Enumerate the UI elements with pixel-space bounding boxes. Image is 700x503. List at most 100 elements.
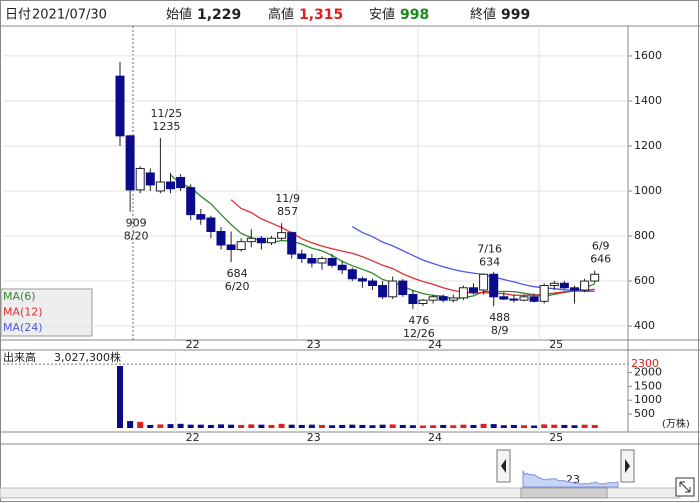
- x-tick-label: 25: [549, 338, 563, 351]
- candle-body: [327, 258, 337, 266]
- volume-bar: [197, 424, 204, 428]
- volume-bar: [117, 366, 123, 428]
- candle-body: [378, 285, 388, 298]
- volume-bar: [389, 424, 396, 428]
- volume-bar: [541, 424, 548, 428]
- nav-left-arrow: [501, 459, 506, 473]
- candle-body: [458, 287, 468, 299]
- legend-entry: MA(24): [3, 321, 43, 334]
- volume-title: 出来高: [3, 350, 36, 364]
- navigator-area: [522, 470, 619, 488]
- volume-bar: [207, 424, 214, 428]
- ma-line: [170, 174, 595, 300]
- x-tick-label: 22: [186, 431, 200, 444]
- volume-bar: [521, 425, 527, 428]
- y-tick-label: 800: [634, 229, 655, 242]
- candle-body: [297, 253, 307, 260]
- candle-body: [186, 187, 196, 216]
- annotation-price: 909: [126, 216, 147, 229]
- volume-bar: [430, 425, 437, 428]
- volume-bar: [319, 424, 325, 428]
- close-label: 終値: [470, 7, 496, 23]
- annotation-date: 8/9: [491, 324, 509, 337]
- volume-bar: [157, 424, 164, 428]
- candle-body: [236, 241, 246, 251]
- y-tick-label: 1000: [634, 184, 662, 197]
- x-tick-label: 22: [186, 338, 200, 351]
- annotation-date: 7/16: [477, 242, 502, 255]
- legend-box: [0, 288, 93, 337]
- volume-bar: [177, 423, 184, 428]
- volume-bar: [228, 424, 235, 428]
- candle-body: [519, 296, 529, 301]
- volume-bar: [187, 424, 194, 428]
- candle-body: [570, 287, 579, 291]
- candle-body: [448, 297, 458, 301]
- y-tick-label: 1500: [634, 379, 662, 392]
- annotation-date: 11/25: [151, 107, 183, 120]
- candle-body: [357, 278, 367, 282]
- high-label: 高値: [268, 7, 294, 23]
- volume-bar: [308, 424, 315, 428]
- annotation-date: 6/9: [592, 240, 610, 253]
- candle-body: [398, 280, 408, 296]
- annotation-price: 646: [590, 253, 611, 266]
- annotation-date: 8/20: [124, 229, 149, 242]
- candle-body: [135, 167, 145, 191]
- y-tick-label: 600: [634, 274, 655, 287]
- volume-bar: [238, 424, 245, 428]
- volume-bar: [278, 423, 285, 428]
- x-tick-label: 25: [549, 431, 563, 444]
- candle-body: [580, 280, 590, 291]
- volume-bar: [349, 424, 356, 428]
- candle-body: [317, 258, 327, 264]
- volume-bar: [420, 425, 426, 428]
- annotation-price: 488: [489, 311, 510, 324]
- nav-right-arrow: [625, 459, 630, 473]
- x-tick-label: 24: [428, 431, 442, 444]
- volume-bar: [591, 424, 598, 428]
- low-label: 安値: [369, 7, 395, 23]
- x-tick-label: 23: [307, 338, 321, 351]
- volume-bar: [329, 425, 336, 428]
- volume-bar: [218, 424, 224, 428]
- candle-body: [226, 244, 236, 251]
- candle-body: [529, 296, 539, 302]
- candle-body: [267, 237, 276, 244]
- candle-body: [307, 258, 317, 264]
- x-tick-label: 23: [307, 431, 321, 444]
- scrollbar-thumb[interactable]: [520, 487, 608, 499]
- volume-bar: [480, 423, 487, 428]
- y-tick-label: 400: [634, 319, 655, 332]
- open-label: 始値: [166, 7, 192, 23]
- y-tick-label: 1600: [634, 49, 662, 62]
- candle-body: [368, 280, 377, 287]
- candle-body: [509, 298, 519, 301]
- candle-body: [196, 214, 206, 220]
- candle-body: [590, 273, 600, 282]
- annotation-price: 684: [227, 267, 248, 280]
- volume-bar: [399, 424, 406, 428]
- candle-body: [347, 269, 357, 280]
- candle-body: [125, 135, 135, 191]
- annotation-date: 6/20: [225, 280, 250, 293]
- volume-bar: [359, 424, 366, 428]
- volume-bar: [258, 424, 265, 428]
- volume-bar: [450, 425, 457, 428]
- volume-bar: [460, 424, 467, 428]
- candle-body: [176, 176, 186, 189]
- candle-body: [388, 280, 398, 298]
- volume-bar: [571, 425, 578, 428]
- legend-entry: MA(6): [3, 290, 36, 303]
- candle-body: [277, 232, 287, 239]
- candle-body: [155, 181, 165, 192]
- candle-body: [438, 296, 448, 301]
- volume-bar: [531, 425, 538, 428]
- expand-icon: [679, 481, 691, 493]
- unit-label: (万株): [662, 417, 690, 430]
- candle-body: [206, 217, 216, 233]
- volume-bar: [288, 424, 295, 428]
- candle-body: [246, 237, 256, 243]
- candle-body: [256, 237, 266, 244]
- volume-bar: [561, 424, 568, 428]
